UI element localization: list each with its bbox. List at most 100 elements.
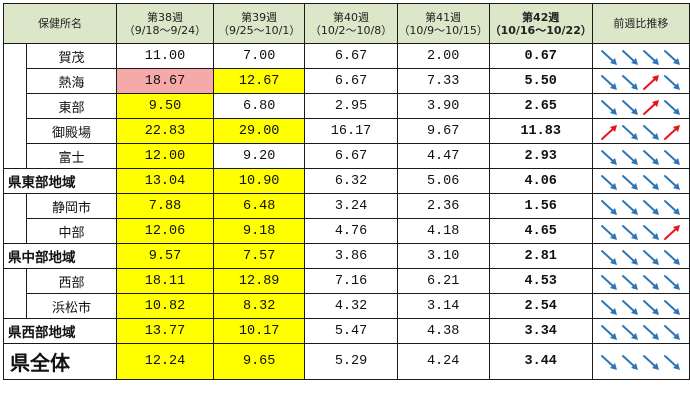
trend-arrows [591,218,690,244]
arrow-down-right-icon [642,299,659,315]
trend-arrows [591,243,690,269]
value-w40: 5.47 [304,318,398,344]
value-w40: 6.67 [304,43,398,69]
table-row-region: 県西部地域 13.77 10.17 5.47 4.38 3.34 [3,318,690,344]
header-week-39: 第39週 （9/25～10/1） [212,3,306,44]
arrow-down-right-icon [642,274,659,290]
value-w41: 9.67 [396,118,490,144]
trend-arrows [591,343,690,380]
value-w42: 1.56 [488,193,593,219]
arrow-down-right-icon [600,249,617,265]
arrow-down-right-icon [663,274,680,290]
value-w38: 7.88 [115,193,214,219]
header-week-40: 第40週 （10/2～10/8） [304,3,398,44]
value-w39: 9.20 [212,143,306,169]
week-label: 第41週 [425,10,462,24]
value-w40: 6.67 [304,143,398,169]
value-w38: 9.57 [115,243,214,269]
arrow-down-right-icon [642,224,659,240]
arrow-down-right-icon [621,174,638,190]
arrow-down-right-icon [642,124,659,140]
header-name: 保健所名 [3,3,117,44]
value-w39: 12.67 [212,68,306,94]
arrow-down-right-icon [642,174,659,190]
week-label: 第38週 [146,10,183,24]
trend-arrows [591,318,690,344]
row-name: 西部 [26,268,117,294]
value-w38: 18.67 [115,68,214,94]
value-w41: 5.06 [396,168,490,194]
value-w39: 6.80 [212,93,306,119]
row-name: 静岡市 [26,193,117,219]
value-w41: 3.14 [396,293,490,319]
row-name: 東部 [26,93,117,119]
region-name: 県中部地域 [3,243,117,269]
value-w39: 29.00 [212,118,306,144]
value-w38: 12.06 [115,218,214,244]
value-w39: 10.17 [212,318,306,344]
arrow-down-right-icon [600,324,617,340]
arrow-down-right-icon [600,224,617,240]
value-w41: 4.38 [396,318,490,344]
value-w41: 4.18 [396,218,490,244]
arrow-down-right-icon [621,299,638,315]
value-w42: 2.93 [488,143,593,169]
trend-arrows [591,43,690,69]
arrow-up-right-icon [663,124,680,140]
arrow-down-right-icon [600,49,617,65]
value-w40: 6.67 [304,68,398,94]
arrow-down-right-icon [600,355,617,370]
row-name: 中部 [26,218,117,244]
region-name: 県東部地域 [3,168,117,194]
arrow-down-right-icon [642,355,659,370]
value-w40: 3.86 [304,243,398,269]
arrow-up-right-icon [642,99,659,115]
week-range: （10/2～10/8） [309,23,393,37]
value-w40: 2.95 [304,93,398,119]
arrow-down-right-icon [621,74,638,90]
arrow-down-right-icon [642,324,659,340]
value-w42: 3.44 [488,343,593,380]
value-w41: 7.33 [396,68,490,94]
row-name: 御殿場 [26,118,117,144]
value-w42: 11.83 [488,118,593,144]
value-w41: 4.24 [396,343,490,380]
table-row: 浜松市 10.82 8.32 4.32 3.14 2.54 [2,293,690,319]
arrow-down-right-icon [600,199,617,215]
value-w40: 16.17 [304,118,398,144]
table-row-region: 県東部地域 13.04 10.90 6.32 5.06 4.06 [3,168,690,194]
value-w38: 22.83 [115,118,214,144]
value-w42: 4.53 [488,268,593,294]
arrow-up-right-icon [600,124,617,140]
header-week-42: 第42週 （10/16～10/22） [488,3,593,44]
trend-arrows [591,193,690,219]
value-w42: 4.06 [488,168,593,194]
value-w39: 7.00 [212,43,306,69]
trend-arrows [591,118,690,144]
arrow-down-right-icon [663,49,680,65]
arrow-down-right-icon [663,149,680,165]
week-range: （9/18～9/24） [123,23,207,37]
value-w38: 10.82 [115,293,214,319]
group-bracket [2,293,28,319]
arrow-down-right-icon [642,249,659,265]
value-w42: 2.65 [488,93,593,119]
arrow-down-right-icon [642,149,659,165]
value-w41: 2.36 [396,193,490,219]
prefecture-name: 県全体 [3,343,117,380]
arrow-down-right-icon [600,149,617,165]
value-w42: 5.50 [488,68,593,94]
trend-arrows [591,93,690,119]
value-w40: 5.29 [304,343,398,380]
header-week-38: 第38週 （9/18～9/24） [115,3,214,44]
group-bracket [2,118,28,144]
trend-arrows [591,143,690,169]
arrow-down-right-icon [663,299,680,315]
arrow-down-right-icon [663,355,680,370]
value-w42: 2.54 [488,293,593,319]
arrow-up-right-icon [663,224,680,240]
trend-arrows [591,268,690,294]
arrow-down-right-icon [600,174,617,190]
week-range: （9/25～10/1） [217,23,301,37]
arrow-down-right-icon [621,249,638,265]
